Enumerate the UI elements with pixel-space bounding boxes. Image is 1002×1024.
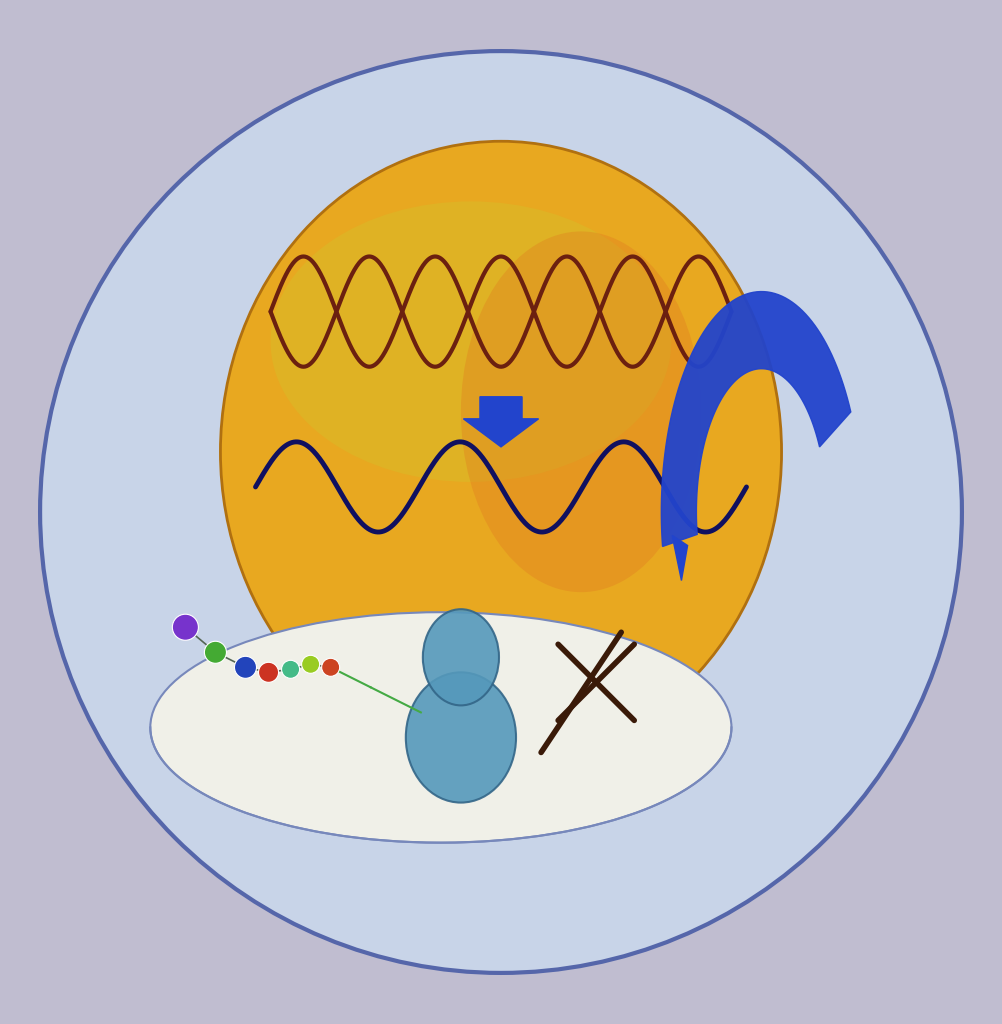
Ellipse shape <box>423 609 499 706</box>
Circle shape <box>322 658 340 676</box>
Ellipse shape <box>150 612 731 843</box>
Ellipse shape <box>271 202 671 482</box>
Ellipse shape <box>406 673 516 803</box>
Circle shape <box>282 660 300 678</box>
Circle shape <box>234 656 257 678</box>
Circle shape <box>302 655 320 674</box>
Ellipse shape <box>461 231 701 592</box>
Polygon shape <box>672 536 687 581</box>
Circle shape <box>40 51 962 973</box>
Circle shape <box>204 641 226 664</box>
Ellipse shape <box>220 141 782 763</box>
Circle shape <box>172 614 198 640</box>
FancyArrow shape <box>463 396 538 446</box>
Circle shape <box>259 663 279 682</box>
Polygon shape <box>661 292 851 547</box>
